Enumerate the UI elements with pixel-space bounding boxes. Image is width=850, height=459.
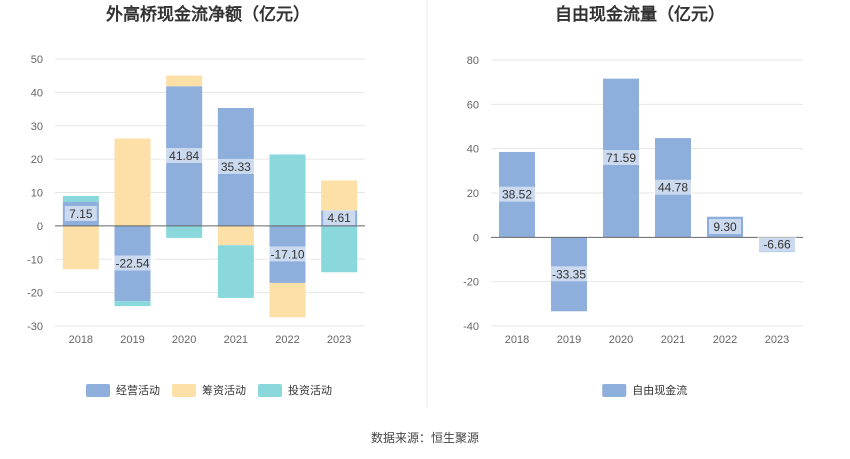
data-label: 4.61	[327, 211, 351, 225]
data-label-bg	[653, 179, 693, 195]
y-tick-label: 20	[31, 154, 43, 166]
left-chart-title: 外高桥现金流净额（亿元）	[106, 4, 310, 24]
data-label-bg	[601, 149, 641, 165]
data-label-bg	[546, 266, 592, 282]
data-source: 数据来源：恒生聚源	[371, 430, 479, 445]
bar	[217, 225, 254, 246]
data-label: 7.15	[69, 207, 93, 221]
data-label-bg	[164, 148, 204, 164]
bar	[166, 75, 203, 87]
y-tick-label: -20	[27, 288, 43, 300]
y-tick-label: 0	[473, 232, 479, 244]
data-label: -6.66	[763, 238, 791, 252]
x-tick-label: 2021	[661, 334, 685, 346]
x-tick-label: 2023	[327, 334, 351, 346]
data-label-bg	[264, 246, 311, 262]
bar	[321, 225, 358, 273]
data-label: 9.30	[713, 220, 737, 234]
data-label-bg	[757, 236, 797, 252]
bar	[217, 245, 254, 298]
y-tick-label: -40	[463, 321, 479, 333]
data-label: -22.54	[115, 256, 149, 270]
y-tick-label: 50	[31, 54, 43, 66]
y-tick-label: 30	[31, 121, 43, 133]
data-label-bg	[216, 158, 256, 174]
data-label: 44.78	[658, 181, 688, 195]
legend-label: 经营活动	[116, 383, 160, 397]
y-tick-label: -10	[27, 254, 43, 266]
cash-flow-chart: -30 -20 -10 0 10 20 30 40 50 2018 2019 2020 2021 2022…	[27, 54, 365, 397]
x-tick-label: 2022	[713, 334, 737, 346]
x-tick-label: 2021	[224, 334, 248, 346]
data-label: -17.10	[270, 247, 304, 261]
bar	[321, 180, 358, 211]
data-label-bg	[109, 255, 156, 271]
data-label: 38.52	[502, 188, 532, 202]
bar	[114, 301, 151, 307]
x-tick-label: 2019	[557, 334, 581, 346]
legend-label: 筹资活动	[202, 383, 246, 397]
x-tick-label: 2018	[69, 334, 93, 346]
legend-label: 自由现金流	[632, 383, 687, 397]
y-tick-label: 20	[467, 188, 479, 200]
legend-swatch	[172, 384, 196, 397]
y-tick-label: 80	[467, 55, 479, 67]
data-label-bg	[709, 219, 741, 235]
bar	[62, 196, 99, 203]
x-tick-label: 2023	[765, 334, 789, 346]
data-label: 35.33	[221, 160, 251, 174]
data-label: -33.35	[552, 267, 586, 281]
bar	[269, 282, 306, 318]
data-label: 41.84	[169, 149, 199, 163]
x-tick-label: 2020	[172, 334, 196, 346]
y-tick-label: 40	[31, 87, 43, 99]
y-tick-label: -20	[463, 277, 479, 289]
legend-label: 投资活动	[288, 383, 332, 397]
data-label-bg	[323, 210, 356, 226]
right-chart-title: 自由现金流量（亿元）	[555, 4, 725, 24]
bar	[166, 225, 203, 238]
y-tick-label: -30	[27, 321, 43, 333]
legend-swatch	[86, 384, 110, 397]
y-tick-label: 0	[37, 221, 43, 233]
x-tick-label: 2019	[120, 334, 144, 346]
bar	[114, 138, 151, 226]
free-cash-flow-chart: -40 -20 0 20 40 60 80 2018 2019 2020 2021 2022 2023 3…	[463, 55, 803, 397]
x-tick-label: 2020	[609, 334, 633, 346]
x-tick-label: 2022	[275, 334, 299, 346]
legend-swatch	[602, 384, 627, 397]
data-label-bg	[64, 205, 97, 221]
y-tick-label: 40	[467, 144, 479, 156]
bar	[269, 154, 306, 226]
data-label: 71.59	[606, 151, 636, 165]
legend-swatch	[258, 384, 282, 397]
x-tick-label: 2018	[505, 334, 529, 346]
y-tick-label: 10	[31, 188, 43, 200]
bar	[62, 225, 99, 270]
y-tick-label: 60	[467, 99, 479, 111]
data-label-bg	[497, 186, 537, 202]
